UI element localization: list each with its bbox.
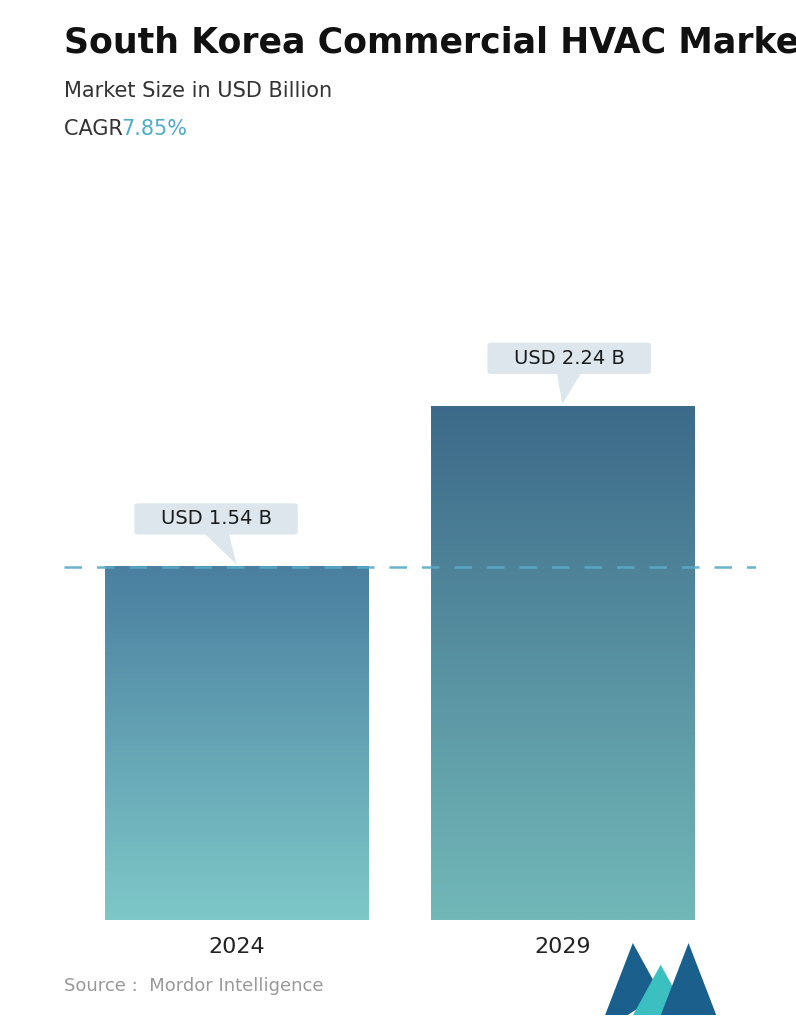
Text: USD 1.54 B: USD 1.54 B bbox=[161, 510, 271, 528]
Polygon shape bbox=[556, 372, 582, 404]
FancyBboxPatch shape bbox=[487, 342, 651, 374]
Text: Market Size in USD Billion: Market Size in USD Billion bbox=[64, 81, 332, 100]
Polygon shape bbox=[661, 943, 716, 1015]
Polygon shape bbox=[633, 965, 689, 1015]
Text: USD 2.24 B: USD 2.24 B bbox=[513, 348, 625, 368]
Text: Source :  Mordor Intelligence: Source : Mordor Intelligence bbox=[64, 977, 323, 995]
Text: 7.85%: 7.85% bbox=[121, 119, 187, 139]
Polygon shape bbox=[605, 943, 661, 1015]
FancyBboxPatch shape bbox=[135, 504, 298, 535]
Text: CAGR: CAGR bbox=[64, 119, 129, 139]
Polygon shape bbox=[204, 533, 237, 565]
Text: South Korea Commercial HVAC Market: South Korea Commercial HVAC Market bbox=[64, 26, 796, 60]
